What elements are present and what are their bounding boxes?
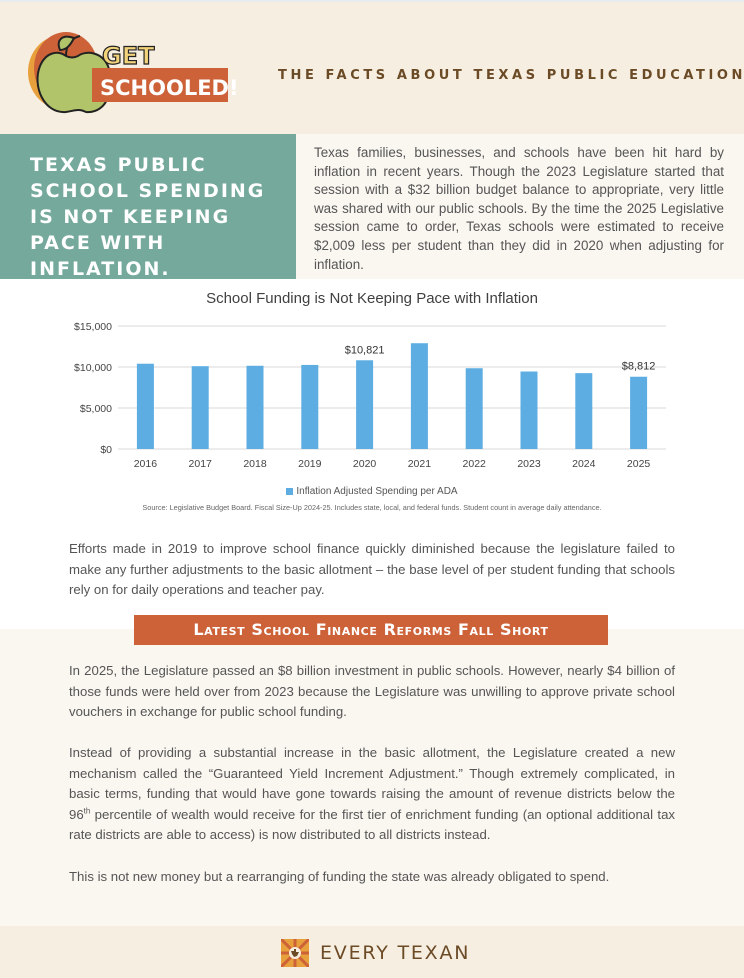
- chart-title: School Funding is Not Keeping Pace with …: [206, 290, 538, 307]
- x-tick-label: 2018: [243, 458, 267, 470]
- every-texan-sunburst-icon: [281, 939, 309, 967]
- x-tick-label: 2021: [408, 458, 432, 470]
- bar-chart: $0 $5,000 $10,000 $15,000 2016 2017 2018 2019 20…: [74, 321, 666, 470]
- x-tick-label: 2023: [517, 458, 541, 470]
- tagline: THE FACTS ABOUT TEXAS PUBLIC EDUCATION: [278, 68, 744, 83]
- header: GET SCHOOLED! THE FACTS ABOUT TEXAS PUBL…: [0, 2, 744, 134]
- footer-org-name: EVERY TEXAN: [320, 942, 471, 964]
- paragraph-gyia: Instead of providing a substantial incre…: [69, 743, 675, 846]
- x-tick-label: 2022: [463, 458, 487, 470]
- logo-text-schooled: SCHOOLED!: [100, 76, 239, 100]
- paragraph-not-new-money: This is not new money but a rearranging …: [69, 869, 610, 884]
- bar-2025: [630, 376, 648, 449]
- logo-text-get: GET: [102, 42, 155, 70]
- chart-source: Source: Legislative Budget Board. Fiscal…: [142, 503, 602, 512]
- paragraph-2025-investment: In 2025, the Legislature passed an $8 bi…: [69, 663, 675, 720]
- x-tick-label: 2024: [572, 458, 596, 470]
- superscript-th: th: [83, 806, 91, 816]
- bar-2019: [301, 364, 319, 449]
- section-title-banner: Latest School Finance Reforms Fall Short: [134, 615, 608, 645]
- x-tick-label: 2016: [134, 458, 158, 470]
- bar-2024: [575, 373, 593, 449]
- intro-title: TEXAS PUBLIC SCHOOL SPENDING IS NOT KEEP…: [30, 154, 266, 280]
- bar-2017: [191, 366, 209, 449]
- x-tick-label: 2025: [627, 458, 651, 470]
- intro-title-box: TEXAS PUBLIC SCHOOL SPENDING IS NOT KEEP…: [0, 134, 296, 280]
- y-tick-label: $10,000: [74, 362, 112, 374]
- intro-text: Texas families, businesses, and schools …: [314, 145, 724, 272]
- bar-2018: [246, 365, 264, 449]
- data-label: $10,821: [345, 344, 385, 356]
- y-tick-label: $5,000: [80, 403, 112, 415]
- data-label: $8,812: [622, 361, 656, 373]
- x-tick-label: 2020: [353, 458, 377, 470]
- x-tick-label: 2017: [189, 458, 213, 470]
- paragraph-gyia-part1: Instead of providing a substantial incre…: [69, 745, 675, 822]
- paragraph-gyia-part2: percentile of wealth would receive for t…: [69, 806, 675, 843]
- get-schooled-logo: GET SCHOOLED!: [28, 32, 239, 114]
- bar-2023: [520, 371, 538, 449]
- para1-section: [0, 524, 744, 629]
- footer: [0, 926, 744, 978]
- top-strip: [0, 0, 744, 2]
- y-tick-label: $0: [100, 444, 112, 456]
- chart-legend: Inflation Adjusted Spending per ADA: [0, 486, 744, 497]
- y-tick-label: $15,000: [74, 321, 112, 333]
- legend-label: Inflation Adjusted Spending per ADA: [296, 486, 458, 497]
- bar-2016: [136, 363, 154, 449]
- paragraph-2019-efforts: Efforts made in 2019 to improve school f…: [69, 541, 675, 598]
- bar-2022: [465, 368, 483, 449]
- bar-2021: [410, 343, 428, 449]
- bar-2020: [356, 360, 374, 449]
- x-tick-label: 2019: [298, 458, 322, 470]
- legend-swatch: [286, 487, 294, 495]
